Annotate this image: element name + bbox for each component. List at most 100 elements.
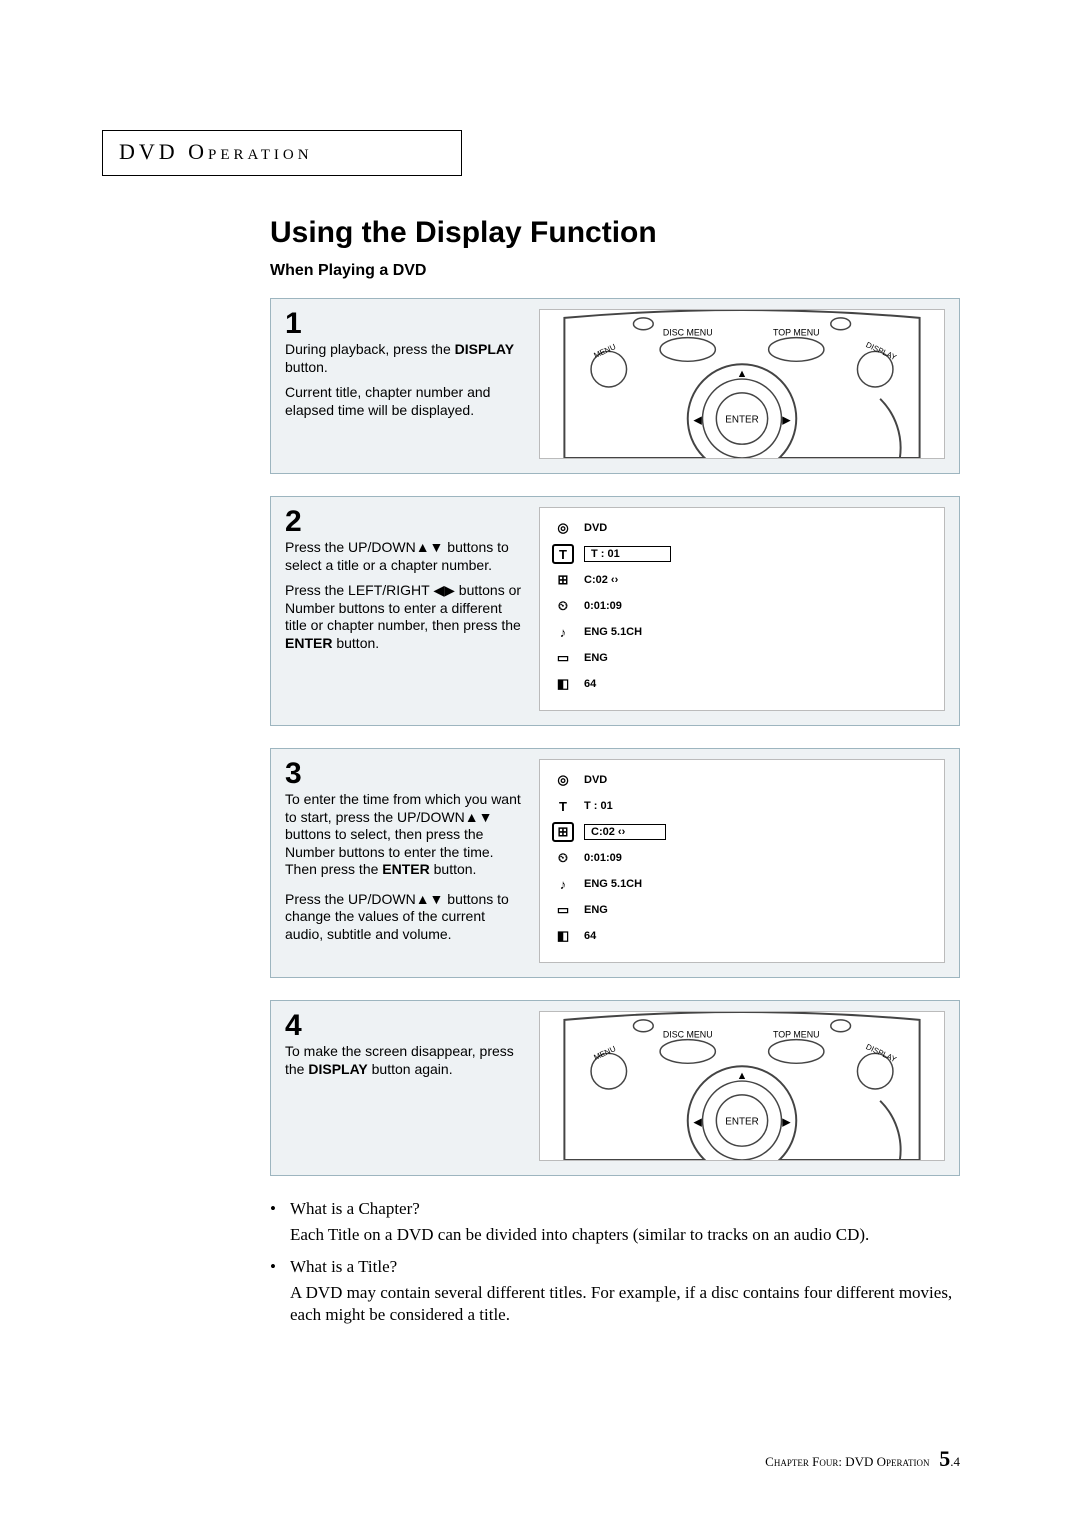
osd-panel-3: ◎ DVD T T : 01 ⊞ C:02 ‹› ⏲ 0:01:09 bbox=[539, 759, 945, 963]
nav-right-icon: ▶ bbox=[782, 414, 791, 426]
osd-row-title: T T : 01 bbox=[552, 544, 932, 564]
step-2-p2e: button. bbox=[332, 635, 379, 651]
page-subtitle: When Playing a DVD bbox=[270, 262, 960, 280]
remote-body: DISC MENU TOP MENU MENU DISPLAY ENTER ▲ bbox=[564, 310, 919, 458]
page-title: Using the Display Function bbox=[270, 216, 960, 250]
osd3-volume: 64 bbox=[584, 930, 596, 942]
footer-prefix: Chapter Four: DVD Operation bbox=[765, 1454, 929, 1469]
osd3-row-audio: ♪ ENG 5.1CH bbox=[552, 874, 932, 894]
step-3-p1e: button. bbox=[430, 861, 477, 877]
step-4: 4 To make the screen disappear, press th… bbox=[270, 1000, 960, 1176]
osd3-row-time: ⏲ 0:01:09 bbox=[552, 848, 932, 868]
osd3-title: T : 01 bbox=[584, 800, 613, 812]
lr-arrows-icon: ‹› bbox=[611, 574, 618, 586]
title-icon: T bbox=[552, 544, 574, 564]
remote-body-4: DISC MENU TOP MENU MENU DISPLAY ENTER ▲ bbox=[564, 1012, 919, 1160]
osd-chapter-val: C:02 bbox=[584, 574, 608, 586]
note-1-q-text: What is a Chapter? bbox=[290, 1198, 420, 1220]
step-1-p1a: During playback, press the bbox=[285, 341, 455, 357]
step-3-p2b: ▲▼ bbox=[416, 891, 444, 907]
step-2-number: 2 bbox=[285, 507, 525, 537]
osd3-row-subtitle: ▭ ENG bbox=[552, 900, 932, 920]
step-1-p1b: DISPLAY bbox=[455, 341, 514, 357]
step-4-number: 4 bbox=[285, 1011, 525, 1041]
lr-arrows-icon: ‹› bbox=[618, 826, 625, 838]
step-2-p2d: ENTER bbox=[285, 635, 332, 651]
osd-row-time: ⏲ 0:01:09 bbox=[552, 596, 932, 616]
osd-row-chapter: ⊞ C:02 ‹› bbox=[552, 570, 932, 590]
subtitle-icon: ▭ bbox=[552, 900, 574, 920]
osd-row-disc: ◎ DVD bbox=[552, 518, 932, 538]
chapter-icon: ⊞ bbox=[552, 822, 574, 842]
content-column: Using the Display Function When Playing … bbox=[270, 216, 960, 1326]
top-menu-button[interactable] bbox=[769, 1040, 824, 1064]
note-1-question: • What is a Chapter? bbox=[270, 1198, 960, 1220]
subtitle-icon: ▭ bbox=[552, 648, 574, 668]
footer-chapter: 5 bbox=[939, 1446, 950, 1471]
osd3-row-chapter: ⊞ C:02 ‹› bbox=[552, 822, 932, 842]
osd-panel-2: ◎ DVD T T : 01 ⊞ C:02 ‹› ⏲ 0:01:09 bbox=[539, 507, 945, 711]
step-1-p1c: button. bbox=[285, 359, 328, 375]
step-4-p1b: DISPLAY bbox=[308, 1061, 367, 1077]
step-3: 3 To enter the time from which you want … bbox=[270, 748, 960, 978]
step-2-p1b: ▲▼ bbox=[416, 539, 444, 555]
step-4-p1c: button again. bbox=[368, 1061, 453, 1077]
step-1-text: 1 During playback, press the DISPLAY but… bbox=[285, 309, 525, 459]
step-4-text: 4 To make the screen disappear, press th… bbox=[285, 1011, 525, 1161]
section-header-box: DVD Operation bbox=[102, 130, 462, 176]
step-1-number: 1 bbox=[285, 309, 525, 339]
osd3-audio: ENG 5.1CH bbox=[584, 878, 642, 890]
step-2-p2b: ◀▶ bbox=[433, 582, 455, 598]
disc-icon: ◎ bbox=[552, 770, 574, 790]
osd-volume: 64 bbox=[584, 678, 596, 690]
disc-menu-button[interactable] bbox=[660, 1040, 715, 1064]
osd-title: T : 01 bbox=[584, 546, 671, 562]
remote-illustration-1: DISC MENU TOP MENU MENU DISPLAY ENTER ▲ bbox=[539, 309, 945, 459]
step-2-p1a: Press the UP/DOWN bbox=[285, 539, 416, 555]
step-2-p2a: Press the LEFT/RIGHT bbox=[285, 582, 433, 598]
disc-icon: ◎ bbox=[552, 518, 574, 538]
bullet-icon: • bbox=[270, 1198, 282, 1220]
step-3-p1b: ▲▼ bbox=[465, 809, 493, 825]
nav-left-icon: ◀ bbox=[693, 414, 702, 426]
disc-menu-label: DISC MENU bbox=[663, 328, 713, 338]
clock-icon: ⏲ bbox=[552, 596, 574, 616]
section-header-text: DVD Operation bbox=[119, 139, 313, 164]
osd-subtitle: ENG bbox=[584, 652, 608, 664]
osd3-time: 0:01:09 bbox=[584, 852, 622, 864]
volume-icon: ◧ bbox=[552, 926, 574, 946]
page-root: DVD Operation Using the Display Function… bbox=[0, 0, 1080, 1396]
disc-menu-label-4: DISC MENU bbox=[663, 1030, 713, 1040]
bullet-icon: • bbox=[270, 1256, 282, 1278]
top-menu-button[interactable] bbox=[769, 338, 824, 362]
osd-row-audio: ♪ ENG 5.1CH bbox=[552, 622, 932, 642]
note-2-answer: A DVD may contain several different titl… bbox=[290, 1282, 960, 1326]
step-3-text: 3 To enter the time from which you want … bbox=[285, 759, 525, 963]
osd-time: 0:01:09 bbox=[584, 600, 622, 612]
notes-section: • What is a Chapter? Each Title on a DVD… bbox=[270, 1198, 960, 1326]
osd3-row-title: T T : 01 bbox=[552, 796, 932, 816]
clock-icon: ⏲ bbox=[552, 848, 574, 868]
osd3-disc: DVD bbox=[584, 774, 607, 786]
osd-row-subtitle: ▭ ENG bbox=[552, 648, 932, 668]
step-1-p2: Current title, chapter number and elapse… bbox=[285, 384, 525, 419]
audio-icon: ♪ bbox=[552, 874, 574, 894]
note-2-q-text: What is a Title? bbox=[290, 1256, 397, 1278]
top-menu-label-4: TOP MENU bbox=[773, 1030, 820, 1040]
osd3-chapter: C:02 ‹› bbox=[584, 824, 666, 840]
osd3-row-volume: ◧ 64 bbox=[552, 926, 932, 946]
osd3-row-disc: ◎ DVD bbox=[552, 770, 932, 790]
step-2-text: 2 Press the UP/DOWN▲▼ buttons to select … bbox=[285, 507, 525, 711]
step-1: 1 During playback, press the DISPLAY but… bbox=[270, 298, 960, 474]
title-icon: T bbox=[552, 796, 574, 816]
step-3-p1d: ENTER bbox=[382, 861, 429, 877]
osd-audio: ENG 5.1CH bbox=[584, 626, 642, 638]
note-2-question: • What is a Title? bbox=[270, 1256, 960, 1278]
enter-label: ENTER bbox=[725, 414, 758, 425]
nav-up-icon: ▲ bbox=[737, 368, 748, 380]
disc-menu-button[interactable] bbox=[660, 338, 715, 362]
top-menu-label: TOP MENU bbox=[773, 328, 820, 338]
osd3-chapter-val: C:02 bbox=[591, 826, 615, 838]
note-1-answer: Each Title on a DVD can be divided into … bbox=[290, 1224, 960, 1246]
nav-right-icon: ▶ bbox=[782, 1116, 791, 1128]
